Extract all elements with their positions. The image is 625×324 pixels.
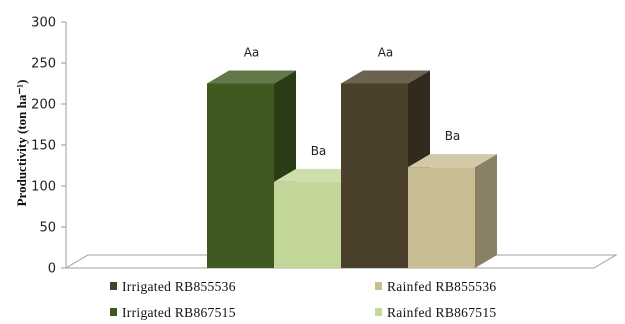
bars [207, 70, 497, 268]
y-axis: 0 50 100 150 200 250 300 [31, 16, 67, 277]
legend-item: Irrigated RB855536 [110, 279, 236, 294]
legend-item: Rainfed RB867515 [375, 305, 496, 320]
y-tick-label: 50 [39, 221, 56, 236]
data-label: Aa [244, 46, 260, 60]
bar-top [341, 70, 430, 84]
legend-swatch [110, 308, 117, 316]
data-labels: Aa Ba Aa Ba [244, 46, 461, 158]
y-tick-label: 0 [48, 262, 56, 277]
legend-label: Rainfed RB867515 [387, 305, 496, 320]
y-tick-label: 150 [31, 139, 56, 154]
bar-front [207, 83, 274, 268]
bar-top [408, 154, 497, 168]
bar-front [408, 167, 475, 268]
bar-top [274, 168, 363, 182]
legend-item: Rainfed RB855536 [375, 279, 496, 294]
legend-label: Rainfed RB855536 [387, 279, 496, 294]
legend-swatch [375, 308, 382, 316]
bar-4 [408, 154, 497, 268]
legend-swatch [375, 282, 382, 290]
legend-item: Irrigated RB867515 [110, 305, 236, 320]
bar-side [475, 154, 497, 268]
legend: Irrigated RB855536 Rainfed RB855536 Irriga… [110, 279, 496, 320]
data-label: Aa [378, 46, 394, 60]
bar-top [207, 70, 296, 84]
legend-label: Irrigated RB867515 [122, 305, 236, 320]
data-label: Ba [445, 129, 461, 143]
data-label: Ba [311, 144, 327, 158]
bar-front [341, 83, 408, 268]
y-tick-label: 200 [31, 98, 56, 113]
y-tick-label: 250 [31, 57, 56, 72]
legend-swatch [110, 282, 117, 290]
y-tick-label: 300 [31, 16, 56, 31]
y-tick-label: 100 [31, 180, 56, 195]
y-axis-label: Productivity (ton ha⁻¹) [14, 80, 29, 207]
legend-label: Irrigated RB855536 [122, 279, 236, 294]
bar-front [274, 181, 341, 268]
